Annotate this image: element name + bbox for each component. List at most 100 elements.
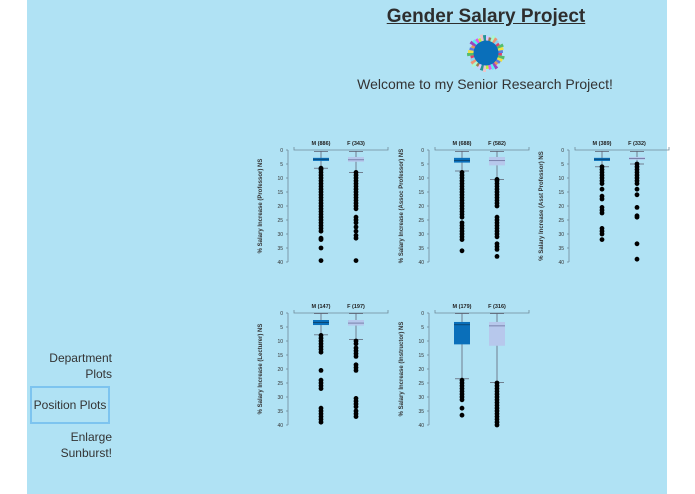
boxplot-asst-professor: % Salary Increase (Asst Professor) NS 0 5 1… bbox=[533, 138, 678, 270]
y-tick-label: 5 bbox=[561, 162, 564, 168]
y-axis-label: % Salary Increase (Lecturer) NS bbox=[258, 324, 264, 415]
outlier-point bbox=[599, 196, 605, 202]
outlier-point bbox=[459, 405, 465, 411]
outlier-point bbox=[353, 258, 359, 263]
outlier-point bbox=[318, 258, 324, 263]
group-label: F (197) bbox=[347, 304, 365, 310]
outlier-point bbox=[494, 203, 500, 209]
y-tick-label: 40 bbox=[418, 260, 424, 266]
boxplot-lecturer: % Salary Increase (Lecturer) NS 0 5 10 15 20 2… bbox=[252, 301, 397, 433]
outlier-point bbox=[353, 404, 359, 410]
y-tick-label: 30 bbox=[418, 395, 424, 401]
nav-position-plots[interactable]: Position Plots bbox=[30, 386, 110, 424]
outlier-point bbox=[634, 186, 640, 192]
boxplot-instructor: % Salary Increase (Instructor) NS 0 5 10 15 2… bbox=[393, 301, 538, 433]
y-tick-label: 40 bbox=[277, 423, 283, 429]
outlier-point bbox=[494, 234, 500, 240]
y-tick-label: 40 bbox=[558, 260, 564, 266]
outlier-point bbox=[459, 412, 465, 418]
nav-department-plots-line2: Plots bbox=[85, 367, 112, 381]
y-tick-label: 0 bbox=[421, 148, 424, 154]
group-label: F (332) bbox=[628, 141, 646, 147]
y-tick-label: 30 bbox=[418, 232, 424, 238]
y-tick-label: 35 bbox=[277, 246, 283, 252]
y-tick-label: 5 bbox=[280, 162, 283, 168]
female-box bbox=[348, 157, 364, 162]
page-background bbox=[27, 0, 667, 494]
y-tick-label: 0 bbox=[421, 311, 424, 317]
outlier-point bbox=[353, 341, 359, 347]
female-box bbox=[489, 321, 505, 346]
y-tick-label: 35 bbox=[277, 409, 283, 415]
boxplot-professor: % Salary Increase (Professor) NS 0 5 10 15 20… bbox=[252, 138, 397, 270]
y-tick-label: 20 bbox=[418, 367, 424, 373]
outlier-point bbox=[634, 214, 640, 220]
outlier-point bbox=[353, 235, 359, 241]
y-tick-label: 40 bbox=[277, 260, 283, 266]
y-tick-label: 5 bbox=[421, 325, 424, 331]
group-label: F (316) bbox=[488, 304, 506, 310]
y-tick-label: 0 bbox=[561, 148, 564, 154]
y-tick-label: 5 bbox=[421, 162, 424, 168]
outlier-point bbox=[353, 228, 359, 234]
group-label: M (179) bbox=[453, 304, 472, 310]
group-label: F (582) bbox=[488, 141, 506, 147]
outlier-point bbox=[318, 228, 324, 234]
group-label: M (688) bbox=[453, 141, 472, 147]
nav-enlarge-sunburst-line2: Sunburst! bbox=[60, 446, 112, 460]
outlier-point bbox=[634, 256, 640, 262]
group-label: F (343) bbox=[347, 141, 365, 147]
outlier-point bbox=[599, 210, 605, 216]
y-tick-label: 15 bbox=[418, 353, 424, 359]
welcome-text: Welcome to my Senior Research Project! bbox=[357, 76, 613, 92]
nav-department-plots[interactable]: Department Plots bbox=[30, 350, 112, 382]
outlier-point bbox=[318, 349, 324, 355]
y-tick-label: 10 bbox=[558, 176, 564, 182]
y-tick-label: 20 bbox=[277, 204, 283, 210]
y-tick-label: 35 bbox=[558, 246, 564, 252]
nav-enlarge-sunburst[interactable]: Enlarge Sunburst! bbox=[30, 429, 112, 461]
boxplot-assoc-professor: % Salary Increase (Assoc Professor) NS 0 5… bbox=[393, 138, 538, 270]
x-bracket bbox=[293, 147, 389, 151]
y-axis-label: % Salary Increase (Asst Professor) NS bbox=[539, 151, 545, 260]
outlier-point bbox=[599, 186, 605, 192]
y-tick-label: 15 bbox=[277, 190, 283, 196]
y-tick-label: 35 bbox=[418, 246, 424, 252]
outlier-point bbox=[353, 368, 359, 373]
y-tick-label: 10 bbox=[277, 339, 283, 345]
y-tick-label: 20 bbox=[277, 367, 283, 373]
y-tick-label: 25 bbox=[418, 218, 424, 224]
y-tick-label: 30 bbox=[277, 232, 283, 238]
y-tick-label: 30 bbox=[277, 395, 283, 401]
outlier-point bbox=[459, 237, 465, 242]
y-tick-label: 0 bbox=[280, 148, 283, 154]
group-label: M (886) bbox=[312, 141, 331, 147]
y-axis-label: % Salary Increase (Assoc Professor) NS bbox=[399, 149, 405, 263]
y-tick-label: 10 bbox=[277, 176, 283, 182]
outlier-point bbox=[353, 220, 359, 226]
y-tick-label: 25 bbox=[277, 218, 283, 224]
y-tick-label: 5 bbox=[280, 325, 283, 331]
y-tick-label: 10 bbox=[418, 339, 424, 345]
outlier-point bbox=[353, 354, 359, 359]
y-tick-label: 35 bbox=[418, 409, 424, 415]
outlier-point bbox=[459, 397, 465, 403]
y-axis-label: % Salary Increase (Professor) NS bbox=[258, 159, 264, 254]
x-bracket bbox=[293, 310, 389, 314]
outlier-point bbox=[459, 214, 465, 220]
y-tick-label: 25 bbox=[418, 381, 424, 387]
nav-department-plots-line1: Department bbox=[49, 351, 112, 365]
y-tick-label: 30 bbox=[558, 232, 564, 238]
y-tick-label: 15 bbox=[277, 353, 283, 359]
outlier-point bbox=[318, 245, 324, 251]
sunburst-icon[interactable] bbox=[466, 33, 506, 73]
outlier-point bbox=[634, 241, 640, 247]
outlier-point bbox=[634, 205, 640, 210]
outlier-point bbox=[318, 237, 324, 242]
outlier-point bbox=[494, 422, 500, 428]
y-tick-label: 40 bbox=[418, 423, 424, 429]
nav-enlarge-sunburst-line1: Enlarge bbox=[70, 430, 112, 444]
x-bracket bbox=[434, 310, 530, 314]
y-tick-label: 0 bbox=[280, 311, 283, 317]
y-tick-label: 25 bbox=[558, 218, 564, 224]
